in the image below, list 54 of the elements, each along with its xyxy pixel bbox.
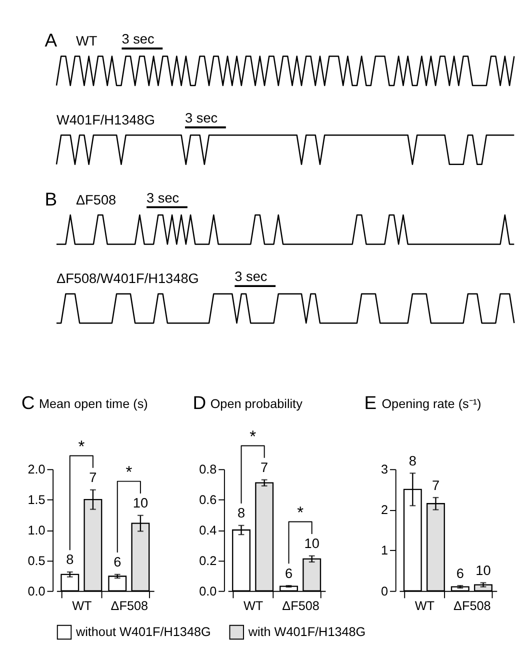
chart-title: Open probability <box>210 396 304 411</box>
x-tick-label: ΔF508 <box>282 598 320 613</box>
y-tick-label: 1.0 <box>28 523 46 538</box>
text: 3 sec <box>146 190 180 206</box>
y-tick-label: 0.4 <box>199 523 217 538</box>
annotation: 7 <box>260 460 268 476</box>
y-tick-label: 0.0 <box>28 584 46 598</box>
y-tick-label: 3 <box>381 462 388 477</box>
text: D <box>192 392 206 413</box>
annotation: 6 <box>456 566 464 581</box>
chart-title: W401F/H1348G <box>56 112 155 128</box>
x-tick-label: WT <box>243 598 264 613</box>
legend-label: without W401F/H1348G <box>74 625 211 640</box>
chart-title: Mean open time (s) <box>38 396 148 411</box>
y-tick-label: 1.5 <box>28 492 46 507</box>
y-tick-label: 0 <box>381 584 388 598</box>
text: * <box>78 436 86 456</box>
y-tick-label: 0.5 <box>28 554 46 568</box>
chart-title: ΔF508/W401F/H1348G <box>56 271 199 286</box>
text: E <box>364 392 377 413</box>
text: 3 sec <box>122 32 154 47</box>
annotation: 6 <box>114 554 122 570</box>
text: 3 sec <box>234 269 268 284</box>
text: C <box>21 392 35 413</box>
annotation: 6 <box>284 566 293 581</box>
annotation: 10 <box>476 562 492 578</box>
annotation: 8 <box>237 506 246 521</box>
y-tick-label: 2.0 <box>28 462 46 477</box>
annotation: 10 <box>132 496 148 511</box>
text: 3 sec <box>185 110 218 126</box>
text: A <box>44 30 58 51</box>
text: B <box>44 188 58 210</box>
y-tick-label: 0.2 <box>199 554 217 568</box>
annotation: 7 <box>432 478 440 493</box>
text: * <box>250 426 257 446</box>
annotation: * <box>126 462 133 482</box>
annotation: 10 <box>304 536 320 552</box>
chart-title: ΔF508 <box>76 192 116 208</box>
x-tick-label: WT <box>72 598 92 613</box>
y-tick-label: 2 <box>381 503 388 518</box>
x-tick-label: WT <box>414 598 435 613</box>
legend-label: with W401F/H1348G <box>247 625 366 640</box>
annotation: 8 <box>66 552 74 568</box>
y-tick-label: 0.8 <box>199 462 217 477</box>
x-tick-label: ΔF508 <box>110 598 148 613</box>
x-tick-label: ΔF508 <box>454 598 491 613</box>
chart-title: Opening rate (s⁻¹) <box>382 396 482 411</box>
y-tick-label: 1 <box>381 544 388 558</box>
text: 8 <box>408 453 416 468</box>
chart-title: WT <box>76 34 98 49</box>
y-tick-label: 0.0 <box>199 584 217 598</box>
annotation: * <box>297 502 304 522</box>
y-tick-label: 0.6 <box>199 492 217 507</box>
annotation: 7 <box>89 470 97 486</box>
